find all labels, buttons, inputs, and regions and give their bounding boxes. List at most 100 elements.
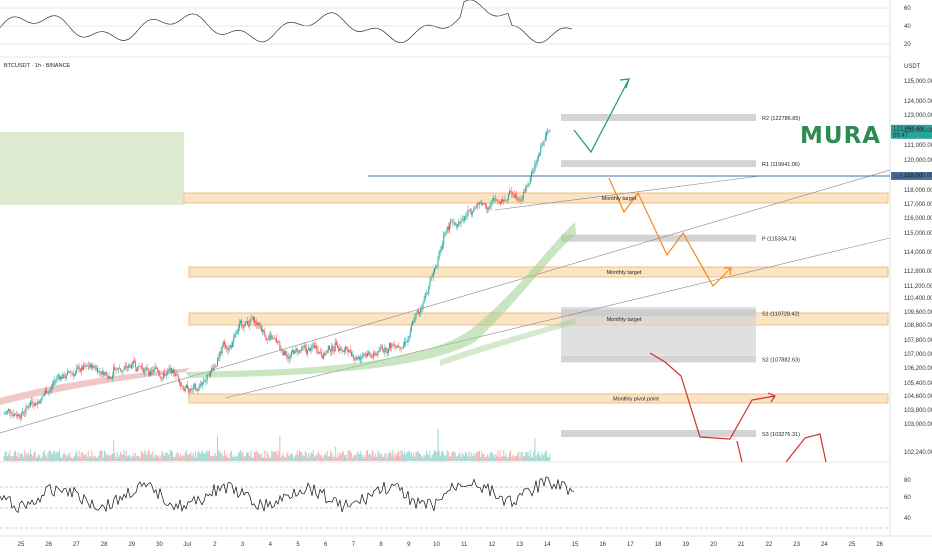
ma-ribbon-green-2: [440, 318, 576, 366]
volume-bar: [437, 428, 439, 461]
candle-body: [373, 353, 375, 355]
time-axis-label: 24: [821, 542, 828, 548]
candle-body: [287, 356, 289, 360]
candle-body: [308, 348, 310, 351]
volume-bar: [125, 451, 127, 461]
volume-bar: [47, 453, 49, 461]
candle-body: [214, 365, 216, 367]
price-tick-label: 108,800.00: [904, 323, 932, 329]
candle-body: [100, 371, 102, 375]
candle-body: [128, 365, 130, 368]
candle-body: [398, 345, 400, 347]
volume-bar: [488, 457, 490, 461]
candle-body: [515, 194, 517, 198]
volume-bar: [203, 453, 205, 461]
volume-bar: [148, 451, 150, 461]
candle-body: [273, 338, 275, 340]
volume-bar: [93, 455, 95, 461]
volume-bar: [240, 450, 242, 461]
volume-bar: [438, 450, 440, 461]
candle-body: [278, 342, 280, 343]
candle-body: [175, 373, 177, 376]
candle-body: [272, 338, 274, 340]
volume-bar: [534, 438, 536, 461]
volume-bar: [279, 435, 281, 461]
volume-bar: [296, 450, 298, 461]
candle-body: [168, 369, 170, 371]
volume-bar: [4, 450, 6, 461]
candle-body: [352, 355, 354, 356]
volume-bar: [57, 452, 59, 461]
candle-body: [13, 414, 15, 416]
candle-body: [190, 388, 192, 391]
ma-ribbon-red: [0, 368, 190, 405]
price-tick-label: 120,000.00: [904, 158, 932, 164]
volume-bar: [27, 452, 29, 461]
price-tick-label: 125,000.00: [904, 79, 932, 85]
candle-body: [55, 379, 57, 381]
volume-bar: [79, 456, 81, 461]
volume-bar: [434, 450, 436, 461]
candle-body: [277, 342, 279, 343]
volume-bar: [526, 452, 528, 461]
pivot-label-s3: S3 (103276.31): [762, 432, 800, 438]
candle-body: [525, 187, 527, 193]
candle-body: [519, 199, 521, 201]
candle-body: [324, 353, 326, 355]
volume-bar: [496, 455, 498, 461]
volume-bar: [199, 453, 201, 461]
candle-body: [412, 321, 414, 326]
volume-bar: [442, 450, 444, 461]
candle-body: [240, 320, 242, 324]
volume-bar: [391, 454, 393, 461]
volume-bar: [166, 452, 168, 461]
candle-body: [136, 367, 138, 372]
candle-body: [77, 366, 79, 369]
volume-bar: [17, 452, 19, 461]
volume-bar: [126, 456, 128, 461]
volume-bar: [247, 452, 249, 461]
volume-bar: [208, 450, 210, 461]
volume-bar: [70, 457, 72, 461]
candle-body: [153, 369, 155, 372]
candle-body: [174, 372, 176, 376]
candle-body: [98, 371, 100, 373]
candle-body: [5, 412, 7, 414]
volume-bar: [370, 455, 372, 461]
volume-bar: [42, 451, 44, 461]
volume-bar: [333, 457, 335, 461]
volume-bar: [206, 450, 208, 461]
candle-body: [353, 355, 355, 359]
candle-body: [203, 381, 205, 383]
volume-bar: [172, 451, 174, 461]
candle-body: [192, 385, 194, 389]
candle-body: [62, 374, 64, 379]
red-arrow-tail: [785, 433, 827, 463]
candle-body: [489, 206, 491, 209]
candle-body: [534, 163, 536, 171]
volume-bar: [83, 455, 85, 461]
volume-bar: [270, 456, 272, 461]
candle-body: [86, 365, 88, 367]
candle-body: [93, 365, 95, 367]
candle-body: [461, 219, 463, 221]
volume-bar: [539, 455, 541, 461]
candle-body: [200, 384, 202, 386]
brand-logo: MURA: [800, 123, 882, 149]
volume-bar: [161, 451, 163, 461]
volume-bar: [322, 457, 324, 461]
candle-body: [58, 375, 60, 379]
candle-body: [197, 390, 199, 392]
volume-bar: [430, 457, 432, 461]
candle-body: [521, 198, 523, 201]
candle-body: [294, 350, 296, 354]
volume-bar: [375, 453, 377, 461]
volume-bar: [257, 452, 259, 461]
candle-body: [391, 345, 393, 348]
volume-bar: [406, 452, 408, 461]
volume-bar: [236, 455, 238, 461]
volume-bar: [242, 451, 244, 461]
candle-body: [123, 368, 125, 371]
